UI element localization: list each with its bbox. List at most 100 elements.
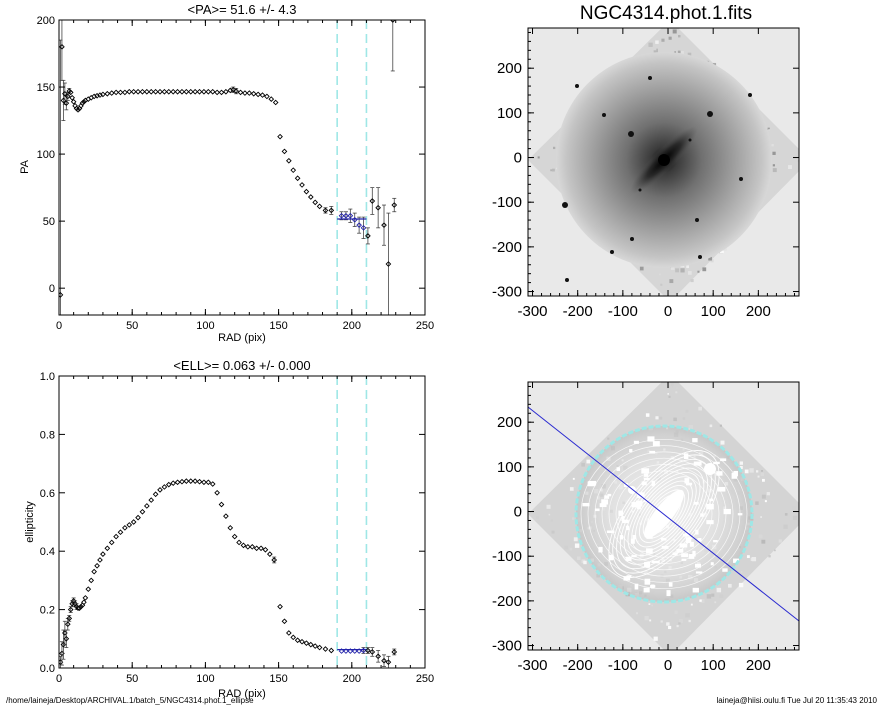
data-point	[183, 88, 190, 95]
mask-patch	[717, 486, 726, 492]
point-marker	[249, 543, 256, 550]
mask-patch	[737, 513, 743, 516]
point-marker	[375, 204, 381, 211]
data-point	[113, 89, 119, 96]
data-point	[94, 562, 100, 569]
data-point	[205, 479, 212, 486]
point-marker	[286, 630, 292, 636]
point-marker	[214, 489, 220, 496]
point-marker	[264, 93, 270, 100]
data-point	[170, 88, 177, 95]
point-marker	[113, 89, 119, 96]
mask-patch	[695, 529, 699, 535]
point-marker	[294, 637, 301, 644]
point-marker	[281, 148, 288, 155]
noise-pixel	[685, 613, 690, 618]
point-marker	[205, 479, 212, 486]
noise-pixel	[666, 622, 670, 626]
point-marker	[94, 92, 100, 99]
mask-patch	[693, 461, 702, 466]
noise-pixel	[676, 624, 679, 628]
point-marker	[351, 648, 358, 654]
data-point	[303, 188, 310, 195]
noise-pixel	[679, 50, 684, 56]
point-marker	[369, 198, 376, 204]
point-marker	[97, 92, 103, 98]
star	[575, 84, 579, 88]
noise-pixel	[574, 543, 580, 548]
mask-patch	[629, 448, 633, 453]
point-marker	[170, 88, 177, 95]
noise-pixel	[772, 168, 777, 173]
mask-patch	[710, 562, 714, 566]
data-point	[338, 211, 345, 221]
point-marker	[139, 508, 146, 515]
point-marker	[338, 648, 345, 654]
mask-patch	[697, 538, 702, 542]
data-point	[165, 481, 172, 488]
image-x-tick-label: 100	[701, 657, 726, 674]
noise-pixel	[675, 391, 678, 394]
data-point	[196, 478, 203, 485]
data-point	[122, 525, 128, 531]
noise-pixel	[771, 144, 774, 147]
data-point	[290, 634, 297, 641]
noise-pixel	[678, 622, 681, 625]
point-marker	[104, 90, 111, 97]
point-marker	[242, 90, 248, 96]
image-x-tick-label: -100	[608, 303, 638, 320]
data-point	[81, 98, 87, 105]
point-marker	[75, 107, 81, 113]
image-x-tick-label: 200	[746, 303, 771, 320]
data-point	[375, 650, 381, 663]
data-point	[328, 647, 335, 654]
noise-pixel	[766, 492, 770, 496]
point-marker	[59, 43, 65, 50]
x-tick-label: 0	[56, 673, 62, 685]
mask-patch	[722, 568, 728, 572]
noise-pixel	[653, 48, 658, 53]
noise-pixel	[708, 256, 712, 261]
data-point	[97, 557, 103, 563]
point-marker	[161, 88, 168, 95]
point-marker	[381, 657, 387, 664]
point-marker	[100, 551, 106, 557]
noise-pixel	[714, 601, 717, 604]
pa-plot-frame	[58, 19, 426, 316]
image-y-tick-label: 100	[497, 459, 522, 476]
noise-pixel	[749, 468, 754, 473]
point-marker	[218, 89, 225, 96]
data-point	[391, 648, 398, 656]
mask-patch	[598, 546, 603, 553]
mask-patch	[661, 545, 669, 549]
data-point	[316, 644, 323, 651]
noise-pixel	[648, 42, 653, 47]
data-point	[255, 91, 261, 98]
noise-pixel	[536, 516, 539, 519]
mask-patch	[692, 587, 699, 593]
mask-patch	[684, 478, 690, 484]
mask-patch	[631, 555, 637, 558]
noise-pixel	[761, 470, 763, 472]
mask-patch	[676, 548, 684, 553]
data-point	[214, 489, 220, 496]
noise-pixel	[678, 619, 683, 624]
noise-pixel	[768, 129, 771, 132]
mask-patch	[644, 478, 650, 481]
noise-pixel	[636, 612, 639, 615]
data-point	[82, 595, 89, 601]
mask-patch	[630, 538, 635, 544]
point-marker	[59, 292, 64, 298]
noise-pixel	[702, 267, 707, 272]
image-axis-ticks: -300 -200 -100 0 100 200 -300 -200 -100 0 100 200	[492, 28, 799, 320]
noise-pixel	[760, 472, 764, 477]
data-point	[223, 513, 229, 519]
point-marker	[85, 586, 92, 592]
data-point	[249, 543, 256, 550]
y-tick-label: 0.8	[40, 429, 55, 441]
point-marker	[328, 647, 335, 654]
data-point	[299, 638, 305, 645]
mask-patch	[685, 537, 692, 544]
point-marker	[144, 88, 150, 95]
star	[707, 111, 713, 117]
